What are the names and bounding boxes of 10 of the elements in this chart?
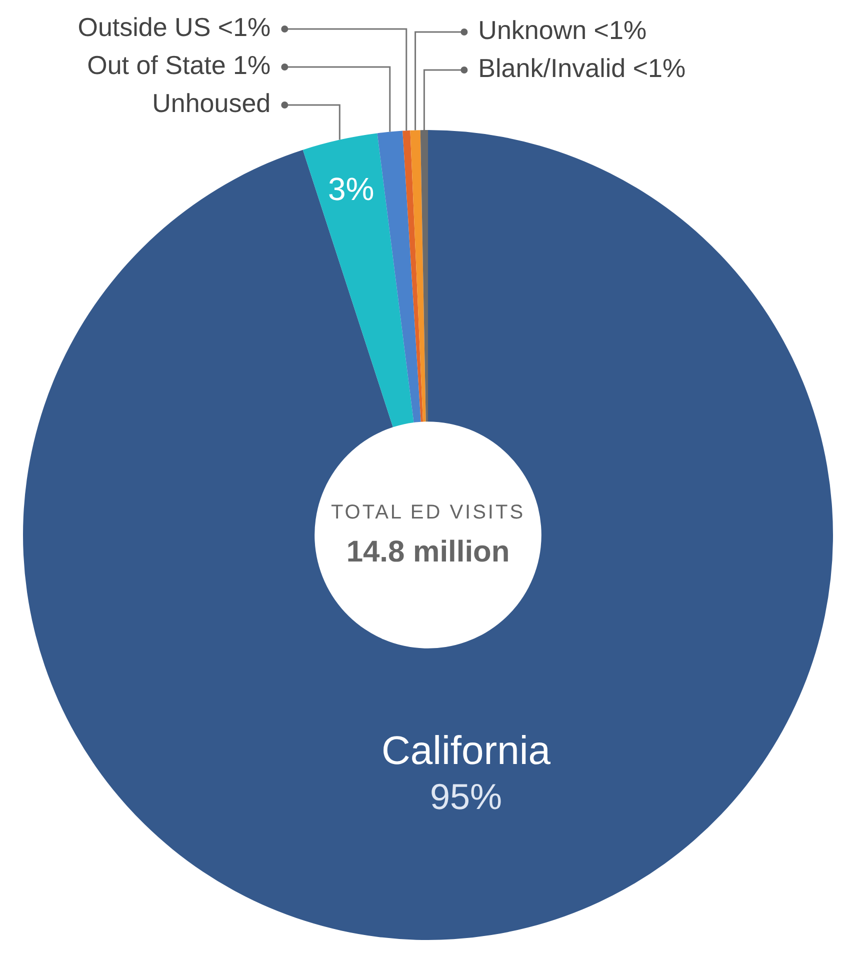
data-label: 3%: [328, 170, 374, 207]
text: 14.8 million: [346, 535, 510, 568]
slice-label: California: [382, 729, 552, 774]
data-label: 95%: [430, 776, 502, 817]
slice-label: Blank/Invalid <1%: [478, 53, 686, 84]
text: TOTAL ED VISITS: [330, 502, 526, 524]
slice-label: Out of State 1%: [87, 50, 271, 80]
slice-label: Unknown <1%: [478, 15, 647, 46]
slice-label: Outside US <1%: [78, 12, 271, 42]
slice-label: Unhoused: [152, 88, 271, 118]
